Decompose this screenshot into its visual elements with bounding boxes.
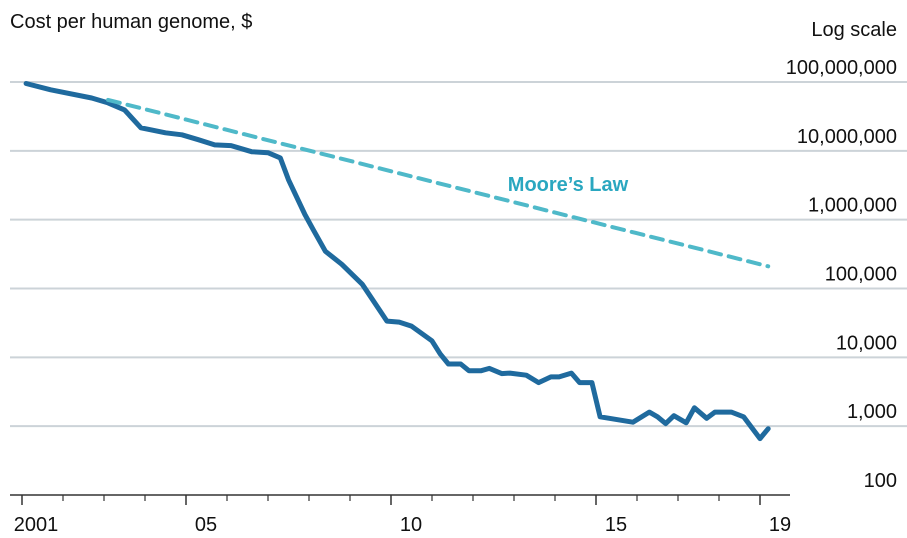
y-tick-label: 100,000 [825,264,897,286]
y-tick-label: 1,000,000 [808,195,897,217]
y-tick-label: 1,000 [847,401,897,423]
y-tick-label: 100 [864,470,897,492]
x-tick-label: 19 [769,514,791,536]
y-tick-label: 10,000,000 [797,126,897,148]
x-tick-label: 2001 [14,514,59,536]
x-tick-label: 10 [400,514,422,536]
trend-line [106,97,771,269]
plot [10,81,907,505]
data-line [23,81,771,442]
scale-note: Log scale [811,19,897,41]
y-tick-label: 10,000 [836,332,897,354]
labels: 100 1,000 10,000 100,000 1,000,000 10,000,000… [14,54,900,536]
chart-subtitle: Cost per human genome, $ [10,11,252,33]
y-tick-label: 100,000,000 [786,57,897,79]
annotation: Moore’s Law [508,174,629,196]
x-tick-label: 15 [605,514,627,536]
x-tick-label: 05 [195,514,217,536]
